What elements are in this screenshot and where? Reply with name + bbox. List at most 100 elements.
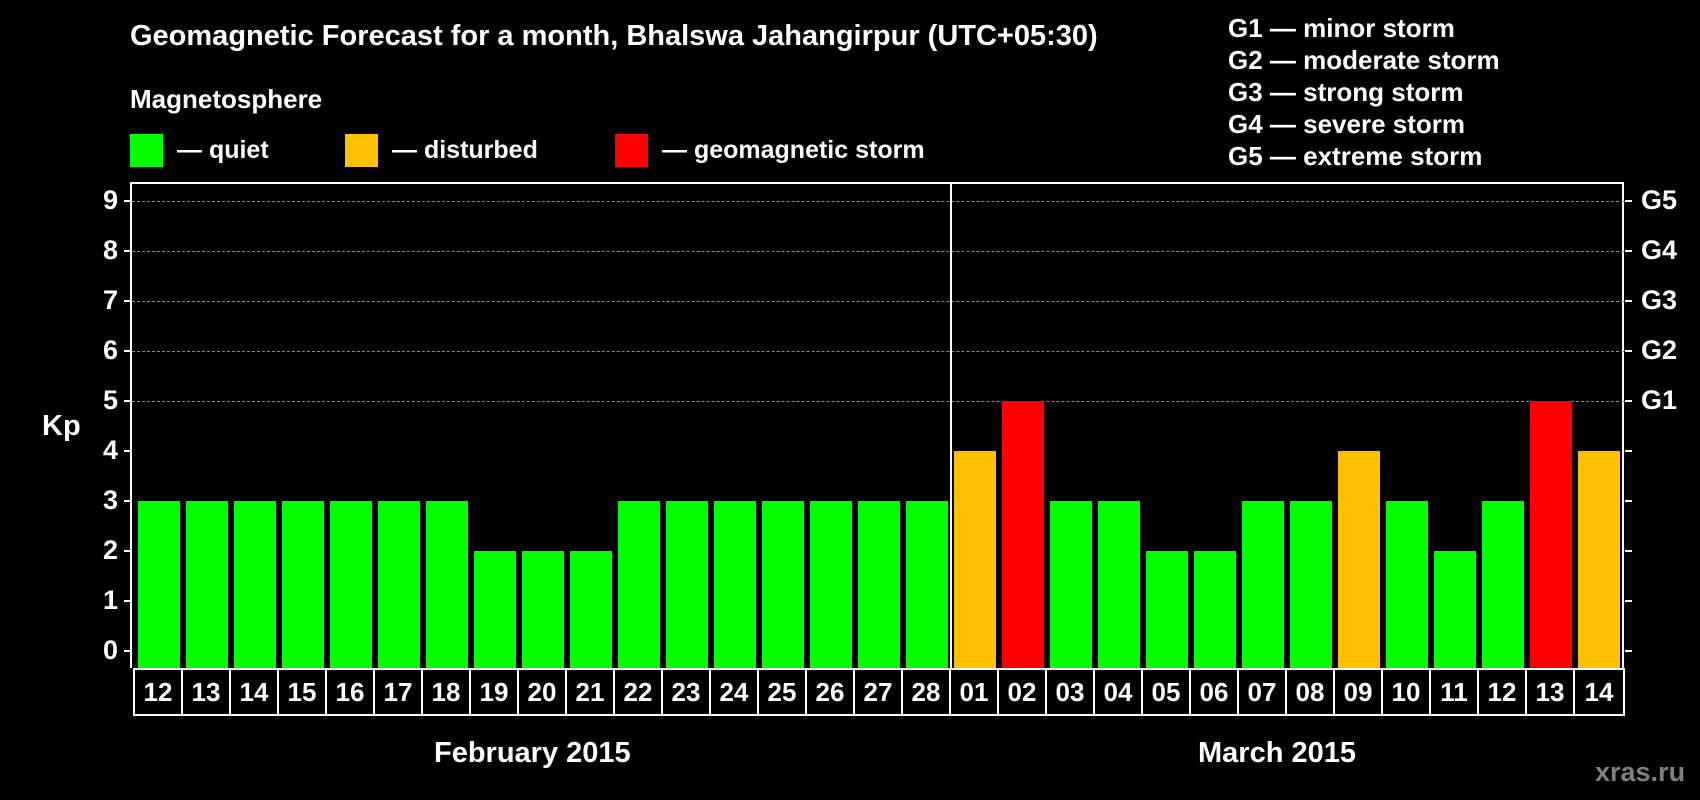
- kp-bar: [1290, 501, 1332, 668]
- date-cell: 22: [615, 670, 663, 714]
- y-tick-label: 7: [102, 285, 118, 315]
- date-cell: 26: [807, 670, 855, 714]
- date-cell: 09: [1335, 670, 1383, 714]
- month-label-march: March 2015: [1198, 737, 1356, 769]
- y-tick: [124, 600, 131, 602]
- legend-storm: — geomagnetic storm: [615, 134, 925, 167]
- y-tick-label: 4: [102, 435, 118, 465]
- kp-bar: [714, 501, 756, 668]
- date-cell: 12: [135, 670, 183, 714]
- kp-bar: [1386, 501, 1428, 668]
- kp-bar: [1146, 551, 1188, 668]
- g-level-label: G4: [1641, 235, 1678, 265]
- disturbed-swatch-icon: [345, 134, 378, 167]
- right-tick: [1625, 200, 1632, 202]
- date-cell: 12: [1479, 670, 1527, 714]
- date-cell: 21: [567, 670, 615, 714]
- kp-bar: [378, 501, 420, 668]
- g-scale-list: G1 — minor storm G2 — moderate storm G3 …: [1228, 12, 1500, 172]
- right-tick: [1625, 300, 1632, 302]
- kp-bar: [1098, 501, 1140, 668]
- date-cell: 14: [231, 670, 279, 714]
- date-cell: 15: [279, 670, 327, 714]
- kp-bar: [1050, 501, 1092, 668]
- legend-quiet-label: — quiet: [177, 136, 269, 164]
- kp-bar: [1482, 501, 1524, 668]
- right-tick: [1625, 600, 1632, 602]
- g4-desc: G4 — severe storm: [1228, 109, 1466, 139]
- y-tick: [124, 450, 131, 452]
- kp-bar: [1434, 551, 1476, 668]
- kp-bar: [1002, 401, 1044, 668]
- right-tick: [1625, 550, 1632, 552]
- y-tick-label: 6: [102, 335, 118, 365]
- date-row: 12 13 14 15 16 17 18 19 20 21 22 23 24 25 26 27 28 01 02 03…: [133, 668, 1625, 716]
- g1-desc: G1 — minor storm: [1228, 13, 1455, 43]
- date-cell: 27: [855, 670, 903, 714]
- g-level-label: G5: [1641, 185, 1678, 215]
- right-tick: [1625, 250, 1632, 252]
- g-level-label: G2: [1641, 335, 1678, 365]
- g5-desc: G5 — extreme storm: [1228, 141, 1483, 171]
- y-tick: [124, 200, 131, 202]
- kp-bar: [666, 501, 708, 668]
- y-tick: [124, 300, 131, 302]
- date-cell: 01: [951, 670, 999, 714]
- kp-bar: [186, 501, 228, 668]
- kp-bar: [282, 501, 324, 668]
- plot-frame: [130, 182, 1624, 668]
- kp-bar: [1578, 451, 1620, 668]
- date-cell: 07: [1239, 670, 1287, 714]
- y-tick-label: 2: [102, 535, 118, 565]
- gridline: [132, 301, 1624, 302]
- date-cell: 18: [423, 670, 471, 714]
- legend-disturbed: — disturbed: [345, 134, 538, 167]
- y-tick: [124, 400, 131, 402]
- y-tick: [124, 500, 131, 502]
- legend-quiet: — quiet: [130, 134, 269, 167]
- y-tick-label: 5: [102, 385, 118, 415]
- storm-swatch-icon: [615, 134, 648, 167]
- date-cell: 14: [1584, 677, 1614, 707]
- y-axis-label: Kp: [42, 410, 81, 442]
- kp-bar: [570, 551, 612, 668]
- legend-disturbed-label: — disturbed: [392, 136, 538, 164]
- date-cell: 28: [903, 670, 951, 714]
- month-separator: [950, 183, 952, 668]
- date-cell: 20: [519, 670, 567, 714]
- date-cell: 16: [327, 670, 375, 714]
- g-level-label: G3: [1641, 285, 1678, 315]
- magnetosphere-label: Magnetosphere: [130, 84, 323, 114]
- kp-bar: [762, 501, 804, 668]
- y-tick-label: 3: [102, 485, 118, 515]
- right-tick: [1625, 450, 1632, 452]
- legend-storm-label: — geomagnetic storm: [662, 136, 925, 164]
- y-tick-label: 8: [102, 235, 118, 265]
- kp-bar: [1194, 551, 1236, 668]
- date-cell: 06: [1191, 670, 1239, 714]
- date-cell: 13: [1527, 670, 1575, 714]
- date-cell: 19: [471, 670, 519, 714]
- date-cell: 05: [1143, 670, 1191, 714]
- quiet-swatch-icon: [130, 134, 163, 167]
- kp-bar: [330, 501, 372, 668]
- date-cell: 25: [759, 670, 807, 714]
- gridline: [132, 401, 1624, 402]
- gridline: [132, 201, 1624, 202]
- watermark: xras.ru: [1595, 757, 1686, 787]
- date-cell: 04: [1095, 670, 1143, 714]
- date-cell: 08: [1287, 670, 1335, 714]
- date-cell: 02: [999, 670, 1047, 714]
- kp-bar: [906, 501, 948, 668]
- date-cell: 13: [183, 670, 231, 714]
- date-cell: 10: [1383, 670, 1431, 714]
- chart-title: Geomagnetic Forecast for a month, Bhalsw…: [130, 20, 1098, 52]
- right-tick: [1625, 400, 1632, 402]
- right-tick: [1625, 650, 1632, 652]
- date-cell: 11: [1431, 670, 1479, 714]
- g2-desc: G2 — moderate storm: [1228, 45, 1500, 75]
- y-tick: [124, 650, 131, 652]
- y-tick-label: 9: [102, 185, 118, 215]
- gridline: [132, 251, 1624, 252]
- y-tick-label: 1: [102, 585, 118, 615]
